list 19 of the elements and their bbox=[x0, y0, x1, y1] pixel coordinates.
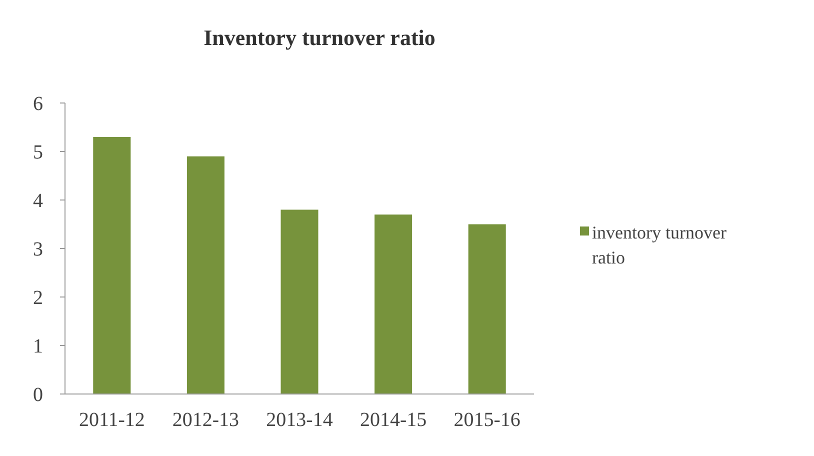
y-tick-label: 5 bbox=[33, 142, 43, 164]
chart-title: Inventory turnover ratio bbox=[204, 25, 436, 50]
x-tick-label: 2014-15 bbox=[360, 409, 427, 431]
bar bbox=[93, 136, 131, 394]
y-tick-label: 4 bbox=[33, 190, 43, 212]
y-tick-label: 3 bbox=[33, 238, 43, 260]
x-tick-label: 2012-13 bbox=[172, 409, 240, 431]
bar bbox=[280, 210, 318, 394]
y-tick-label: 2 bbox=[33, 287, 43, 309]
x-tick-label: 2015-16 bbox=[454, 409, 520, 431]
legend-label: inventory turnover ratio bbox=[592, 222, 726, 268]
bar bbox=[186, 156, 224, 394]
y-tick-label: 6 bbox=[33, 93, 43, 115]
y-tick-label: 1 bbox=[33, 336, 43, 358]
y-tick-label: 0 bbox=[33, 384, 43, 406]
bar bbox=[374, 214, 412, 394]
bar bbox=[468, 224, 506, 394]
x-tick-label: 2013-14 bbox=[266, 409, 333, 431]
x-tick-label: 2011-12 bbox=[78, 409, 145, 431]
